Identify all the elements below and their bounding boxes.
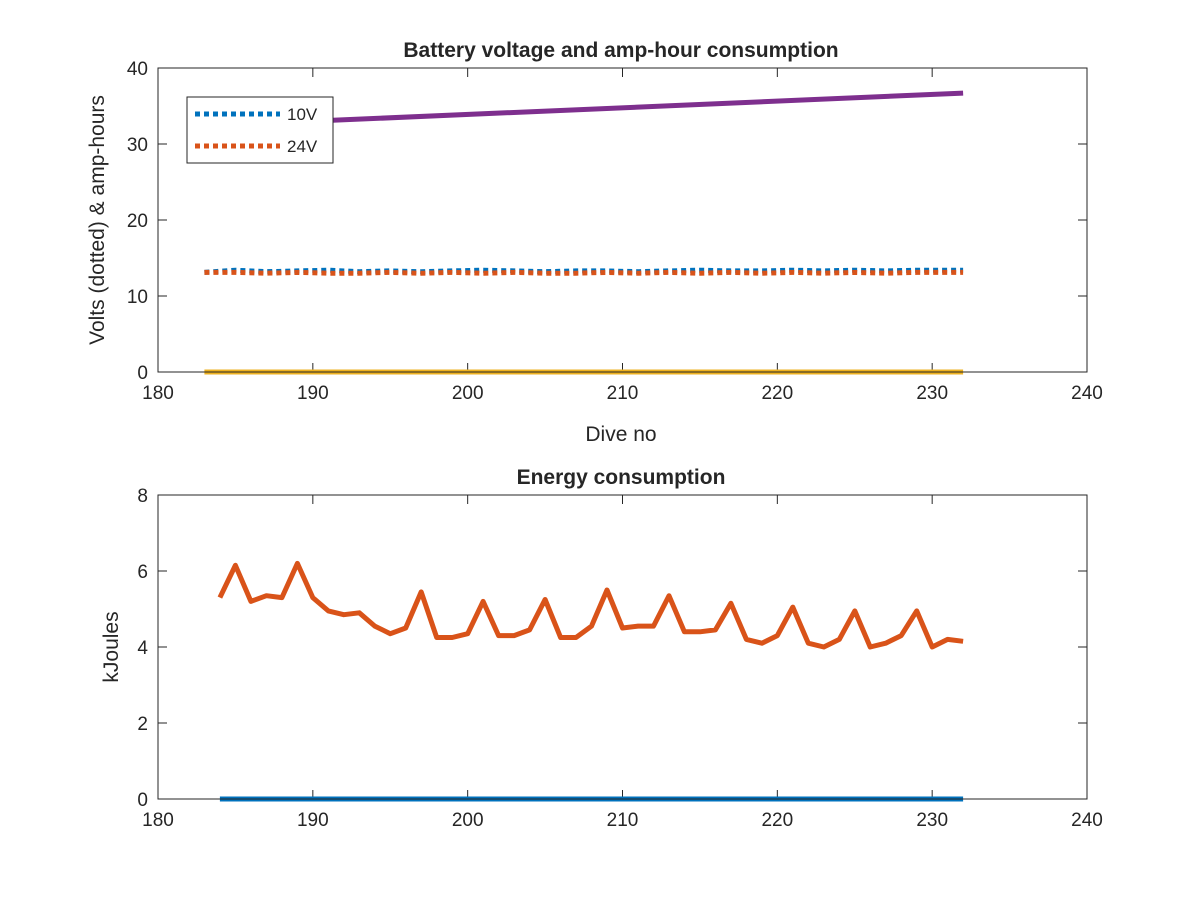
energy-x-tick-label: 230 — [916, 810, 948, 831]
voltage-y-tick-label: 20 — [127, 211, 148, 232]
energy-axes: Energy consumption kJoules 180 190 200 210 2… — [100, 466, 1103, 831]
energy-plot-frame — [157, 494, 1088, 800]
voltage-axes: Battery voltage and amp-hour consumption… — [86, 39, 1103, 446]
energy-y-tick-label: 4 — [137, 638, 148, 659]
voltage-y-tick-label: 0 — [137, 363, 148, 384]
voltage-x-tick-label: 180 — [142, 383, 174, 404]
voltage-x-tick-label: 230 — [916, 383, 948, 404]
energy-series-line-1 — [217, 560, 964, 650]
voltage-x-tick-label: 200 — [452, 383, 484, 404]
energy-x-tick-label: 220 — [761, 810, 793, 831]
energy-x-tick-label: 240 — [1071, 810, 1103, 831]
energy-y-tick-label: 6 — [137, 562, 148, 583]
voltage-legend: 10V 24V — [186, 96, 334, 164]
legend-label-10v: 10V — [287, 105, 318, 124]
voltage-x-tick-label: 190 — [297, 383, 329, 404]
voltage-x-tick-label: 210 — [607, 383, 639, 404]
voltage-tick-group: 180 190 200 210 220 230 240 0 10 20 30 40 — [127, 59, 1103, 404]
voltage-x-tick-label: 240 — [1071, 383, 1103, 404]
energy-x-tick-label: 210 — [607, 810, 639, 831]
energy-y-tick-label: 2 — [137, 714, 148, 735]
voltage-plot-frame — [157, 67, 1088, 373]
voltage-x-axis-label: Dive no — [585, 423, 656, 446]
energy-y-tick-label: 0 — [137, 790, 148, 811]
energy-x-tick-label: 180 — [142, 810, 174, 831]
voltage-y-axis-label: Volts (dotted) & amp-hours — [86, 95, 109, 345]
voltage-series-line-24v — [204, 269, 964, 276]
voltage-y-tick-label: 30 — [127, 135, 148, 156]
legend-label-24v: 24V — [287, 137, 318, 156]
energy-y-tick-label: 8 — [137, 486, 148, 507]
voltage-x-tick-label: 220 — [761, 383, 793, 404]
legend-box — [186, 96, 334, 164]
energy-x-tick-label: 200 — [452, 810, 484, 831]
energy-y-axis-label: kJoules — [100, 611, 123, 682]
voltage-y-tick-label: 40 — [127, 59, 148, 80]
voltage-y-tick-label: 10 — [127, 287, 148, 308]
energy-x-tick-label: 190 — [297, 810, 329, 831]
voltage-chart-title: Battery voltage and amp-hour consumption — [403, 39, 838, 62]
energy-chart-title: Energy consumption — [517, 466, 726, 489]
energy-tick-group: 180 190 200 210 220 230 240 0 2 4 6 8 — [137, 486, 1102, 831]
